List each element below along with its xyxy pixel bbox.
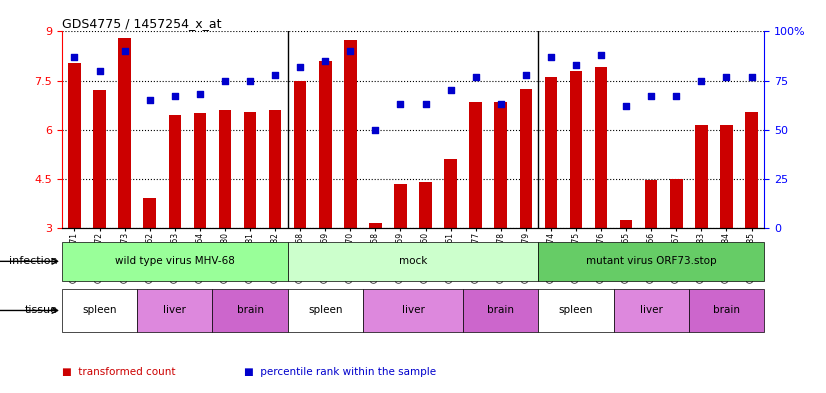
Bar bbox=[745, 112, 757, 228]
Point bbox=[595, 52, 608, 58]
Point bbox=[218, 77, 231, 84]
Bar bbox=[444, 159, 457, 228]
Point bbox=[469, 73, 482, 80]
Text: liver: liver bbox=[164, 305, 186, 316]
Bar bbox=[287, 242, 539, 281]
Text: GDS4775 / 1457254_x_at: GDS4775 / 1457254_x_at bbox=[62, 17, 221, 30]
Point bbox=[569, 62, 582, 68]
Bar bbox=[93, 90, 106, 228]
Bar bbox=[62, 242, 287, 281]
Bar bbox=[394, 184, 406, 228]
Bar bbox=[118, 38, 131, 228]
Bar bbox=[614, 289, 689, 332]
Bar bbox=[219, 110, 231, 228]
Bar bbox=[62, 289, 137, 332]
Bar bbox=[645, 180, 657, 228]
Point bbox=[419, 101, 432, 107]
Bar bbox=[294, 81, 306, 228]
Bar bbox=[144, 198, 156, 228]
Bar bbox=[570, 71, 582, 228]
Text: spleen: spleen bbox=[83, 305, 116, 316]
Bar bbox=[287, 289, 363, 332]
Text: ■  percentile rank within the sample: ■ percentile rank within the sample bbox=[244, 367, 436, 377]
Point bbox=[344, 48, 357, 54]
Point bbox=[620, 103, 633, 109]
Bar bbox=[268, 110, 282, 228]
Text: tissue: tissue bbox=[25, 305, 58, 316]
Point bbox=[444, 87, 458, 94]
Point bbox=[169, 93, 182, 99]
Point bbox=[143, 97, 156, 103]
Point bbox=[93, 68, 107, 74]
Point bbox=[695, 77, 708, 84]
Text: spleen: spleen bbox=[558, 305, 593, 316]
Bar bbox=[420, 182, 432, 228]
Point bbox=[193, 91, 206, 97]
Bar bbox=[344, 40, 357, 228]
Bar bbox=[620, 220, 633, 228]
Point bbox=[268, 72, 282, 78]
Bar bbox=[469, 102, 482, 228]
Point bbox=[368, 127, 382, 133]
Bar bbox=[689, 289, 764, 332]
Bar bbox=[544, 77, 558, 228]
Bar bbox=[520, 89, 532, 228]
Bar bbox=[369, 223, 382, 228]
Text: infection: infection bbox=[9, 256, 58, 266]
Text: brain: brain bbox=[713, 305, 740, 316]
Text: mock: mock bbox=[399, 256, 427, 266]
Text: wild type virus MHV-68: wild type virus MHV-68 bbox=[115, 256, 235, 266]
Bar bbox=[137, 289, 212, 332]
Point bbox=[319, 58, 332, 64]
Text: liver: liver bbox=[640, 305, 662, 316]
Point bbox=[244, 77, 257, 84]
Point bbox=[293, 64, 306, 70]
Point bbox=[544, 54, 558, 60]
Point bbox=[394, 101, 407, 107]
Bar bbox=[463, 289, 539, 332]
Point bbox=[670, 93, 683, 99]
Bar bbox=[539, 289, 614, 332]
Point bbox=[68, 54, 81, 60]
Bar bbox=[720, 125, 733, 228]
Bar bbox=[212, 289, 287, 332]
Point bbox=[520, 72, 533, 78]
Bar bbox=[595, 68, 607, 228]
Bar bbox=[193, 113, 206, 228]
Bar bbox=[169, 115, 181, 228]
Text: brain: brain bbox=[487, 305, 515, 316]
Bar bbox=[670, 179, 682, 228]
Point bbox=[494, 101, 507, 107]
Bar bbox=[695, 125, 708, 228]
Text: ■  transformed count: ■ transformed count bbox=[62, 367, 175, 377]
Bar bbox=[319, 61, 331, 228]
Text: spleen: spleen bbox=[308, 305, 343, 316]
Text: mutant virus ORF73.stop: mutant virus ORF73.stop bbox=[586, 256, 716, 266]
Point bbox=[745, 73, 758, 80]
Bar bbox=[495, 102, 507, 228]
Bar bbox=[539, 242, 764, 281]
Point bbox=[118, 48, 131, 54]
Point bbox=[719, 73, 733, 80]
Text: liver: liver bbox=[401, 305, 425, 316]
Bar bbox=[363, 289, 463, 332]
Bar bbox=[69, 62, 81, 228]
Text: brain: brain bbox=[236, 305, 263, 316]
Bar bbox=[244, 112, 256, 228]
Point bbox=[644, 93, 657, 99]
